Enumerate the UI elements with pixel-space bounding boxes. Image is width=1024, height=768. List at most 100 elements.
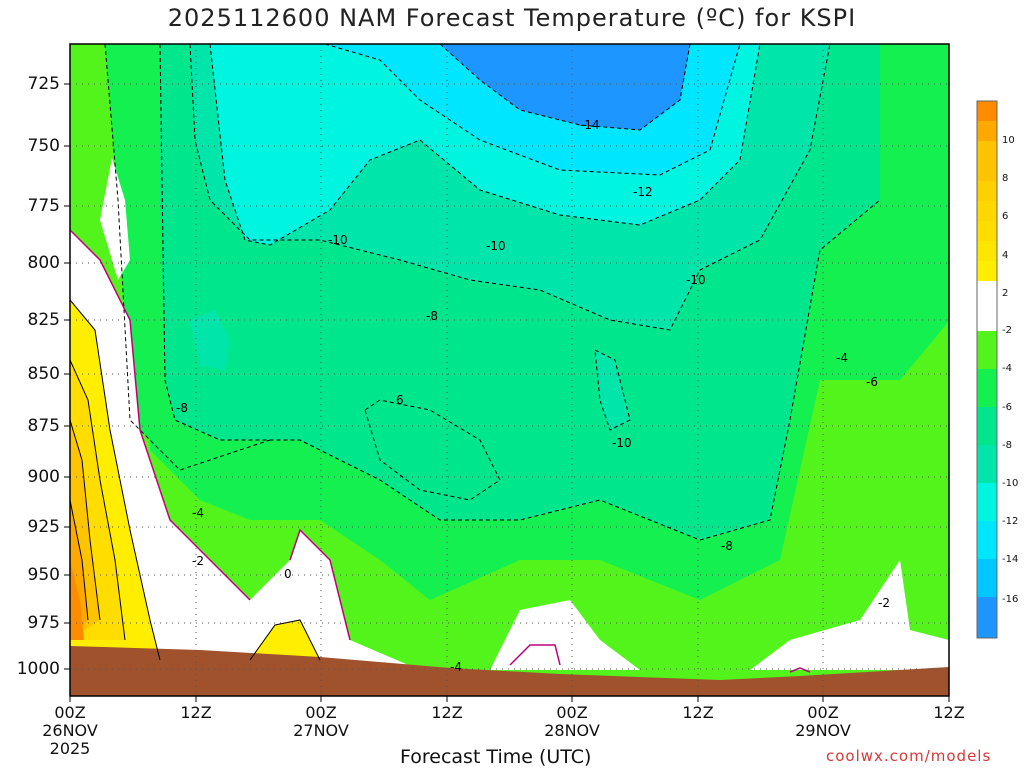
colorbar-swatch <box>977 201 997 221</box>
colorbar-label: 2 <box>1002 288 1009 299</box>
colorbar-swatch <box>977 121 997 141</box>
x-tick-label: 12Z <box>161 704 231 722</box>
contour-label: -10 <box>328 233 348 247</box>
colorbar-swatch <box>977 559 997 597</box>
axis-ticks <box>64 83 950 702</box>
y-tick-label: 775 <box>27 196 60 216</box>
contour-label: -4 <box>836 351 848 365</box>
x-tick-date: 29NOV <box>795 721 851 740</box>
x-tick-time: 00Z <box>807 703 839 722</box>
colorbar-label: 6 <box>1002 211 1009 222</box>
colorbar-label: -4 <box>1002 363 1012 374</box>
y-tick-label: 825 <box>27 310 60 330</box>
colorbar-label: -14 <box>1002 554 1019 565</box>
x-tick-time: 00Z <box>556 703 588 722</box>
colorbar-swatch <box>977 331 997 369</box>
contour-label: -8 <box>721 539 733 553</box>
x-tick-time: 00Z <box>305 703 337 722</box>
contour-label: -10 <box>686 273 706 287</box>
contour-labels: -14 -12 -10 -10 -10 -10 -8 -8 -8 6 -6 -4… <box>176 118 890 674</box>
y-tick-label: 975 <box>27 613 60 633</box>
contour-label: 0 <box>284 567 292 581</box>
colorbar-swatch <box>977 261 997 281</box>
x-tick-label: 00Z 27NOV <box>286 704 356 740</box>
contour-label: -8 <box>176 401 188 415</box>
x-tick-label: 00Z 29NOV <box>788 704 858 740</box>
colorbar-swatch <box>977 445 997 483</box>
colorbar-label: -12 <box>1002 516 1019 527</box>
contour-label: -2 <box>878 596 890 610</box>
colorbar-label: -2 <box>1002 325 1012 336</box>
x-tick-time: 12Z <box>431 703 463 722</box>
colorbar <box>976 100 998 639</box>
contour-label: -4 <box>192 506 204 520</box>
contour-label: -6 <box>866 375 878 389</box>
colorbar-swatch <box>977 221 997 241</box>
y-tick-label: 800 <box>27 253 60 273</box>
colorbar-label: -6 <box>1002 402 1012 413</box>
colorbar-swatch <box>977 141 997 161</box>
contour-lines-negative <box>104 44 881 541</box>
x-tick-time: 12Z <box>933 703 965 722</box>
colorbar-swatch <box>977 521 997 559</box>
contour-label: -14 <box>580 118 600 132</box>
x-tick-label: 12Z <box>663 704 733 722</box>
x-tick-time: 12Z <box>682 703 714 722</box>
colorbar-label: -10 <box>1002 478 1019 489</box>
x-tick-time: 00Z <box>54 703 86 722</box>
y-tick-label: 925 <box>27 517 60 537</box>
colorbar-frame <box>976 100 998 639</box>
chart-title: 2025112600 NAM Forecast Temperature (ºC)… <box>167 4 857 32</box>
y-tick-label: 750 <box>27 136 60 156</box>
ground <box>70 646 949 696</box>
x-tick-date: 26NOV <box>42 721 98 740</box>
band-near-zero-tongue <box>100 158 130 280</box>
x-tick-label: 12Z <box>412 704 482 722</box>
y-tick-label: 1000 <box>16 659 60 679</box>
band-plus-2-pocket <box>250 620 320 660</box>
x-tick-time: 12Z <box>180 703 212 722</box>
colorbar-swatch <box>977 597 997 638</box>
band-minus-16 <box>440 44 690 130</box>
colorbar-swatch <box>977 241 997 261</box>
colorbar-swatch <box>977 407 997 445</box>
colorbar-label: -16 <box>1002 594 1019 605</box>
contour-label: -8 <box>426 309 438 323</box>
colorbar-label: -8 <box>1002 440 1012 451</box>
y-tick-label: 850 <box>27 364 60 384</box>
credit-link[interactable]: coolwx.com/models <box>826 747 992 765</box>
y-tick-label: 950 <box>27 565 60 585</box>
contour-label: -10 <box>486 239 506 253</box>
colorbar-label: 4 <box>1002 250 1009 261</box>
contour-label: -10 <box>612 436 632 450</box>
colorbar-swatch <box>977 181 997 201</box>
contour-lines-positive <box>70 299 321 661</box>
y-tick-label: 900 <box>27 467 60 487</box>
colorbar-swatch <box>977 281 997 331</box>
colorbar-label: 10 <box>1002 135 1015 146</box>
plot-frame <box>69 43 950 697</box>
x-tick-label: 00Z 28NOV <box>537 704 607 740</box>
contour-label: -12 <box>633 185 653 199</box>
band-plus-10 <box>70 560 84 640</box>
colorbar-swatch <box>977 483 997 521</box>
band-near-zero-right <box>750 560 949 670</box>
contour-label: -2 <box>192 554 204 568</box>
colorbar-swatch <box>977 101 997 121</box>
contour-lines-zero <box>70 229 811 673</box>
colorbar-label: 8 <box>1002 173 1009 184</box>
band-near-zero-mid <box>490 600 640 670</box>
x-tick-label: 12Z <box>914 704 984 722</box>
colorbar-swatch <box>977 161 997 181</box>
y-tick-label: 875 <box>27 416 60 436</box>
band-near-zero-left <box>70 230 420 670</box>
y-tick-label: 725 <box>27 74 60 94</box>
colorbar-swatch <box>977 369 997 407</box>
x-tick-year: 2025 <box>49 739 91 758</box>
x-tick-date: 27NOV <box>293 721 349 740</box>
gridlines <box>70 44 949 696</box>
contour-label: 6 <box>396 393 404 407</box>
x-axis-label: Forecast Time (UTC) <box>400 746 592 768</box>
x-tick-label: 00Z 26NOV 2025 <box>35 704 105 758</box>
